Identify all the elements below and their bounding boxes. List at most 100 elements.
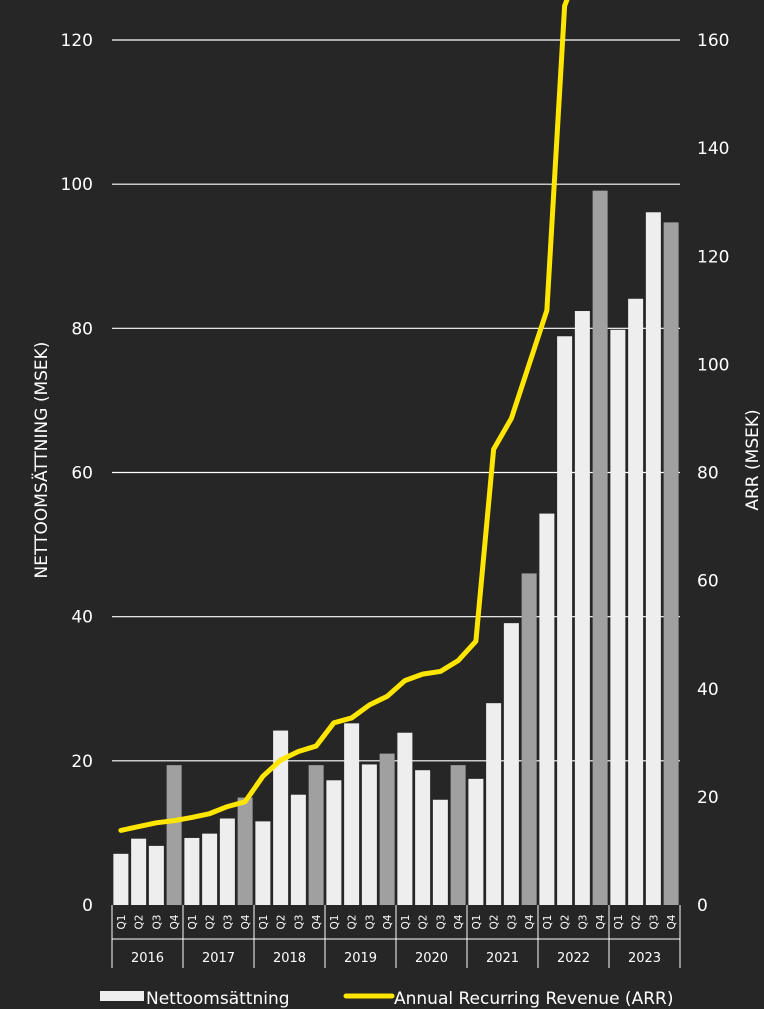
bar <box>113 853 129 905</box>
bar <box>592 190 608 905</box>
quarter-label: Q4 <box>453 914 465 929</box>
right-axis-title: ARR (MSEK) <box>743 409 763 510</box>
left-tick-label: 20 <box>71 752 93 772</box>
quarter-label: Q4 <box>595 914 607 929</box>
year-label: 2020 <box>415 951 448 966</box>
bar <box>415 770 431 905</box>
quarter-label: Q1 <box>258 915 270 930</box>
right-tick-label: 20 <box>697 788 719 808</box>
bar <box>131 838 147 905</box>
right-tick-label: 160 <box>697 31 729 51</box>
bar <box>539 513 555 905</box>
legend-bar-label: Nettoomsättning <box>146 989 290 1009</box>
right-tick-label: 40 <box>697 680 719 700</box>
right-tick-label: 100 <box>697 355 729 375</box>
quarter-label: Q3 <box>435 915 447 930</box>
bar <box>184 837 200 905</box>
left-axis-ticks: 0 20 40 60 80 100 120 <box>61 31 93 916</box>
quarter-label: Q3 <box>293 915 305 930</box>
right-axis-ticks: 0 20 40 60 80 100 120 140 160 <box>697 31 729 916</box>
quarter-label: Q3 <box>151 915 163 930</box>
bar <box>468 778 484 905</box>
year-label: 2022 <box>557 951 590 966</box>
arr-line <box>118 0 570 833</box>
quarter-label: Q4 <box>311 914 323 929</box>
quarter-label: Q1 <box>187 915 199 930</box>
right-tick-label: 120 <box>697 247 729 267</box>
legend: Nettoomsättning Annual Recurring Revenue… <box>100 989 673 1009</box>
year-label: 2016 <box>131 951 164 966</box>
bar <box>663 222 679 905</box>
quarter-label: Q1 <box>400 915 412 930</box>
legend-bar-swatch <box>100 991 144 1001</box>
bar-series <box>113 190 679 905</box>
quarter-label: Q1 <box>471 915 483 930</box>
quarter-label: Q1 <box>329 915 341 930</box>
bar <box>557 336 573 905</box>
left-axis-title: NETTOOMSÄTTNING (MSEK) <box>31 342 52 579</box>
year-label: 2019 <box>344 951 377 966</box>
quarter-label: Q2 <box>134 915 146 930</box>
quarter-label: Q1 <box>542 915 554 930</box>
bar <box>308 765 324 905</box>
quarter-label: Q1 <box>116 915 128 930</box>
bar <box>148 845 164 905</box>
bar <box>521 573 537 905</box>
quarter-label: Q3 <box>222 915 234 930</box>
left-tick-label: 60 <box>71 464 93 484</box>
quarter-label: Q4 <box>666 914 678 929</box>
legend-line-label: Annual Recurring Revenue (ARR) <box>394 989 673 1009</box>
quarter-label: Q3 <box>506 915 518 930</box>
bar <box>397 732 413 905</box>
bar <box>645 212 661 905</box>
quarter-label: Q3 <box>648 915 660 930</box>
bar <box>255 821 271 905</box>
bar <box>610 329 626 905</box>
bar <box>379 753 395 905</box>
line-series <box>118 0 570 833</box>
right-tick-label: 60 <box>697 572 719 592</box>
bar <box>166 765 182 905</box>
quarter-label: Q1 <box>613 915 625 930</box>
right-tick-label: 0 <box>697 896 708 916</box>
quarter-label: Q4 <box>169 914 181 929</box>
bar <box>450 765 466 905</box>
quarter-label: Q2 <box>276 915 288 930</box>
bar <box>574 311 590 905</box>
x-axis: Q1 Q2 Q3 Q4 Q1 Q2 Q3 Q4 Q1 Q2 Q3 Q4 Q1 Q2 Q3 Q4 Q1 Q2 Q3 Q4… <box>111 905 681 968</box>
bar <box>432 799 448 905</box>
left-tick-label: 40 <box>71 608 93 628</box>
quarter-label: Q2 <box>631 915 643 930</box>
quarter-label: Q4 <box>382 914 394 929</box>
quarter-label: Q2 <box>560 915 572 930</box>
bar <box>326 780 342 905</box>
left-tick-label: 80 <box>71 319 93 339</box>
bar <box>344 723 360 905</box>
year-label: 2018 <box>273 951 306 966</box>
bar <box>273 730 289 905</box>
quarter-label: Q3 <box>577 915 589 930</box>
bar <box>503 623 519 905</box>
year-label: 2017 <box>202 951 235 966</box>
left-tick-label: 120 <box>61 31 93 51</box>
bar <box>237 797 253 905</box>
quarter-label: Q2 <box>418 915 430 930</box>
left-tick-label: 0 <box>82 896 93 916</box>
right-tick-label: 80 <box>697 464 719 484</box>
bar <box>290 794 306 905</box>
quarter-label: Q4 <box>240 914 252 929</box>
bar <box>202 833 218 905</box>
bar <box>628 298 644 905</box>
quarter-label: Q2 <box>489 915 501 930</box>
right-tick-label: 140 <box>697 139 729 159</box>
bar <box>361 764 377 905</box>
bar <box>486 703 502 905</box>
year-label: 2021 <box>486 951 519 966</box>
year-label: 2023 <box>628 951 661 966</box>
quarter-label: Q3 <box>364 915 376 930</box>
bar <box>219 818 235 905</box>
quarter-label: Q2 <box>347 915 359 930</box>
left-tick-label: 100 <box>61 175 93 195</box>
quarter-label: Q4 <box>524 914 536 929</box>
